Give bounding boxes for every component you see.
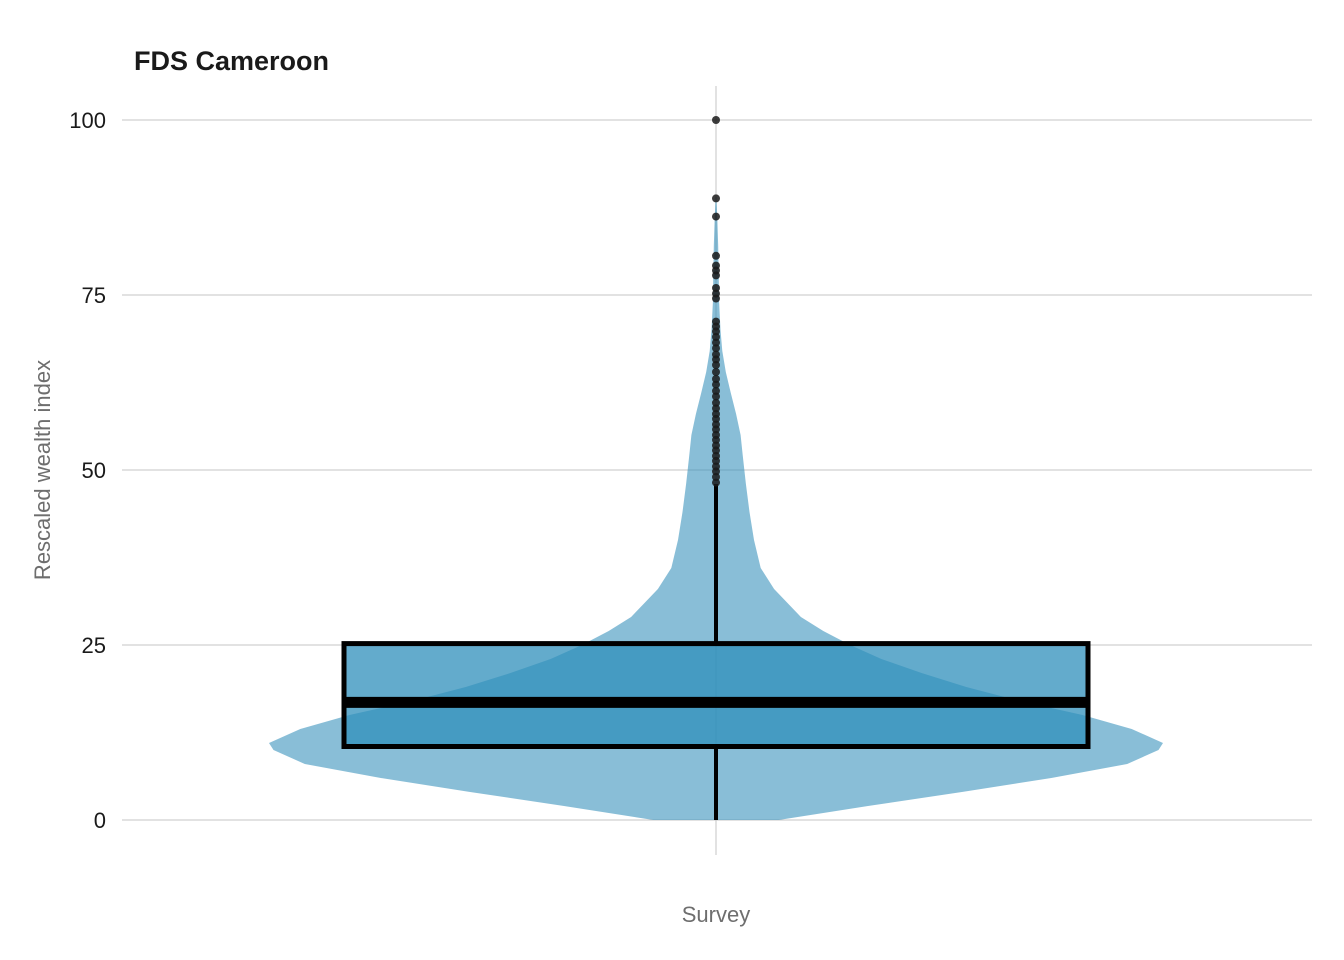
outlier-point [712,251,720,260]
outlier-point [712,368,720,376]
y-tick-label-25: 25 [82,633,106,658]
outlier-point [712,441,720,450]
outlier-point [712,289,720,298]
outlier-point [712,386,720,395]
outlier-point [712,392,720,401]
outlier-point [712,116,720,124]
outlier-point [712,398,720,407]
y-tick-label-100: 100 [69,108,106,133]
outlier-point [712,361,720,369]
chart-title: FDS Cameroon [134,46,329,76]
outlier-point [712,344,720,353]
boxplot-layer [341,484,1091,820]
outlier-point [712,350,720,359]
y-tick-label-0: 0 [94,808,106,833]
outlier-point [712,284,720,292]
x-category-label: Survey [682,902,750,927]
outlier-point [712,212,720,221]
outlier-point [712,462,720,471]
outlier-point [712,404,720,413]
outlier-point [712,380,720,389]
box-iqr [341,641,1091,749]
outlier-point [712,194,720,203]
outlier-point [712,473,720,481]
y-tick-labels: 0 25 50 75 100 [69,108,106,833]
y-axis-label: Rescaled wealth index [30,360,55,580]
outlier-point [712,478,720,487]
outlier-point [712,375,720,383]
outlier-point [712,431,720,439]
y-tick-label-75: 75 [82,283,106,308]
outlier-points [712,116,720,487]
y-tick-label-50: 50 [82,458,106,483]
outlier-point [712,333,720,341]
outlier-point [712,261,720,270]
outlier-point [712,420,720,429]
outlier-point [712,410,720,418]
outlier-point [712,317,720,326]
outlier-point [712,338,720,347]
outlier-point [712,452,720,460]
